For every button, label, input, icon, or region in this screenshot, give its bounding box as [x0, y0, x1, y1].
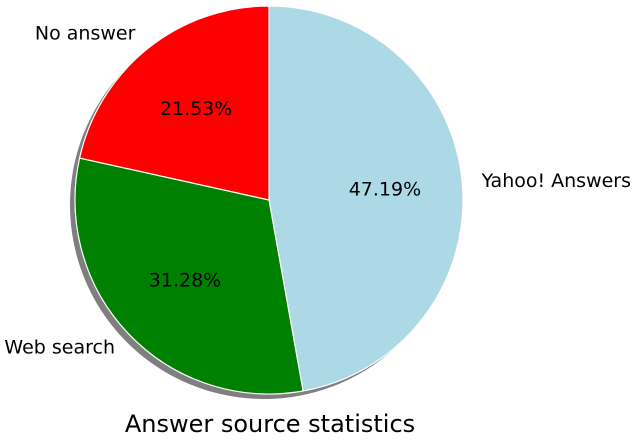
pie-slice-web-search — [74, 157, 304, 395]
pie-percent-label-no-answer: 21.53% — [160, 98, 232, 120]
pie-category-label-yahoo-answers: Yahoo! Answers — [481, 170, 631, 192]
pie-labels: 47.19% Yahoo! Answers 31.28% Web search 21.5… — [4, 23, 631, 359]
pie-category-label-web-search: Web search — [4, 337, 115, 359]
chart-title: Answer source statistics — [125, 410, 415, 438]
pie-percent-label-yahoo-answers: 47.19% — [349, 179, 421, 201]
pie-slices — [74, 5, 464, 395]
pie-category-label-no-answer: No answer — [35, 23, 136, 45]
pie-slice-yahoo-answers — [268, 5, 464, 392]
pie-slice-no-answer — [78, 5, 270, 201]
pie-percent-label-web-search: 31.28% — [149, 270, 221, 292]
